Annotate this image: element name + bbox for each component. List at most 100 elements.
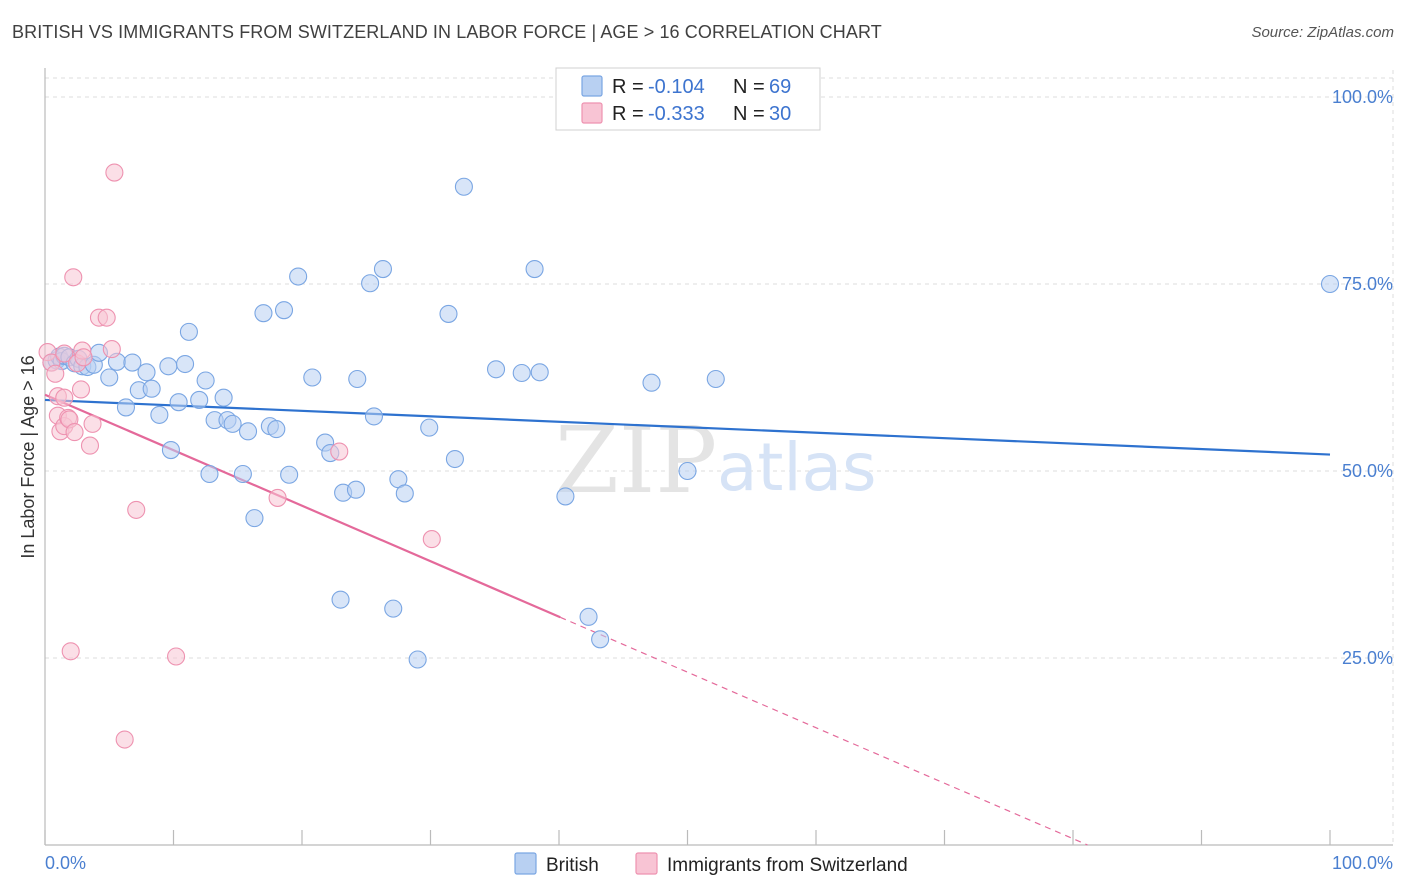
trend-line-swiss-extension [560,616,1088,846]
british-point [408,650,427,669]
trend-line-swiss [44,393,561,619]
british-point [190,390,209,409]
swiss-point [65,423,84,442]
british-point [196,371,215,390]
correlation-legend: R = -0.104 N = 69 R = -0.333 N = 30 [555,67,821,131]
y-tick-label: 75.0% [1342,274,1393,294]
british-point [525,259,544,279]
bottom-legend-swatch-swiss [635,852,658,875]
british-point [331,590,350,609]
swiss-point [115,730,134,749]
british-point [233,464,252,484]
legend-n-value-swiss: 30 [769,103,791,125]
british-point [445,449,464,469]
legend-n-label-swiss: N = [733,103,765,125]
british-point [420,418,439,437]
british-point [137,363,156,382]
source-label: Source: ZipAtlas.com [1251,24,1394,41]
british-point [579,607,598,626]
y-axis-title: In Labor Force | Age > 16 [18,355,38,558]
british-point [214,388,233,407]
legend-n-label-british: N = [733,76,765,98]
data-points [38,163,1340,749]
legend-n-value-british: 69 [769,76,791,98]
trend-line-british [44,398,1331,456]
british-point [280,465,299,484]
swiss-point [83,414,102,433]
british-point [100,368,119,387]
swiss-point [74,348,93,367]
british-point [395,484,414,503]
bottom-legend-swatch-british [514,852,537,875]
british-point [454,177,473,196]
swiss-point [268,488,287,507]
british-point [303,368,322,387]
swiss-point [55,344,74,363]
british-point [238,422,258,441]
british-point [179,322,198,341]
british-point [176,354,195,374]
swiss-point [61,642,80,661]
swiss-point [46,364,65,383]
trend-lines [44,393,1331,846]
legend-r-value-british: -0.104 [648,76,705,98]
y-tick-label: 25.0% [1342,648,1393,668]
british-point [348,369,367,389]
bottom-legend-label-swiss: Immigrants from Switzerland [667,855,908,876]
british-point [384,599,403,618]
british-point [200,464,219,484]
legend-r-value-swiss: -0.333 [648,103,705,125]
british-point [116,398,136,417]
swiss-point [127,500,146,519]
axes [44,68,1393,846]
british-point [591,630,610,649]
british-point [150,405,169,424]
swiss-point [80,436,100,455]
british-point [678,461,697,481]
x-tick-label-max: 100.0% [1332,853,1393,873]
y-tick-label: 50.0% [1342,461,1393,481]
british-point [439,304,458,323]
british-point [364,407,384,426]
british-point [556,487,575,506]
british-point [530,363,549,382]
british-point [142,379,161,398]
british-point [706,369,725,389]
british-point [161,441,180,460]
y-tick-label: 100.0% [1332,87,1393,107]
legend-r-label-swiss: R = [612,103,644,125]
british-point [223,414,242,433]
british-point [169,393,188,412]
swiss-point [97,308,116,327]
british-point [642,373,661,392]
british-point [1320,274,1340,294]
british-point [346,480,366,499]
watermark-atlas: atlas [717,429,877,506]
british-point [373,259,393,279]
british-point [361,274,380,293]
british-point [289,267,308,286]
legend-swatch-swiss [581,102,603,124]
british-point [254,304,273,323]
british-point [159,357,178,376]
legend-r-label-british: R = [612,76,644,98]
swiss-point [330,442,349,461]
british-point [512,363,531,383]
bottom-legend-label-british: British [546,855,599,876]
series-legend: British Immigrants from Switzerland [514,852,908,876]
swiss-point [422,530,441,549]
grid-lines [45,70,1394,845]
british-point [486,360,506,379]
swiss-point [71,380,91,399]
x-tick-label-min: 0.0% [45,853,86,873]
chart-title: BRITISH VS IMMIGRANTS FROM SWITZERLAND I… [12,22,882,42]
swiss-point [105,163,124,182]
british-point [245,509,264,528]
x-tick-labels: 0.0% 100.0% [45,853,1393,873]
swiss-point [102,340,121,359]
legend-swatch-british [581,75,603,97]
swiss-point [167,647,186,666]
british-point [274,301,294,320]
y-tick-labels: 25.0% 50.0% 75.0% 100.0% [1332,87,1393,668]
